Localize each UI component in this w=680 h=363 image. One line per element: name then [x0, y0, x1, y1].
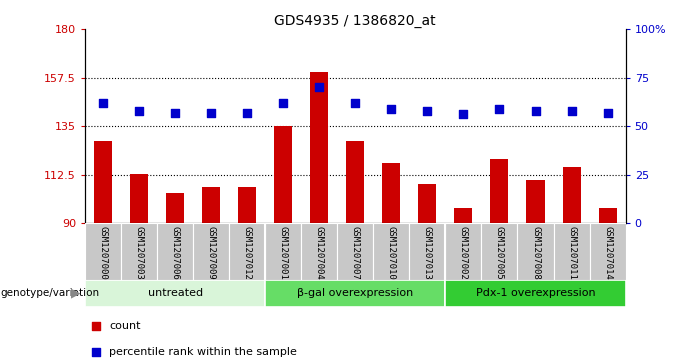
Point — [242, 110, 253, 115]
Point — [494, 106, 505, 111]
Text: percentile rank within the sample: percentile rank within the sample — [109, 347, 297, 358]
Point — [313, 84, 325, 90]
Text: β-gal overexpression: β-gal overexpression — [297, 288, 413, 298]
Title: GDS4935 / 1386820_at: GDS4935 / 1386820_at — [275, 14, 436, 28]
Point — [350, 100, 360, 106]
Bar — [481, 223, 517, 280]
Point — [98, 100, 109, 106]
Point — [133, 108, 144, 114]
Bar — [598, 208, 617, 223]
Text: GSM1207010: GSM1207010 — [387, 226, 396, 280]
Bar — [418, 184, 437, 223]
Point — [422, 108, 432, 114]
Text: untreated: untreated — [148, 288, 203, 298]
Bar — [229, 223, 265, 280]
Text: Pdx-1 overexpression: Pdx-1 overexpression — [476, 288, 595, 298]
Text: GSM1207014: GSM1207014 — [603, 226, 612, 280]
Bar — [562, 167, 581, 223]
Bar — [409, 223, 445, 280]
Bar — [554, 223, 590, 280]
Bar — [265, 280, 445, 307]
Bar — [346, 141, 364, 223]
Bar — [274, 126, 292, 223]
Point — [205, 110, 216, 115]
Bar — [265, 223, 301, 280]
Bar — [193, 223, 229, 280]
Text: GSM1207001: GSM1207001 — [279, 226, 288, 280]
Bar — [337, 223, 373, 280]
Text: GSM1207003: GSM1207003 — [135, 226, 143, 280]
Text: GSM1207006: GSM1207006 — [171, 226, 180, 280]
Point — [277, 100, 288, 106]
Point — [448, 0, 459, 5]
Bar — [157, 223, 193, 280]
Bar — [517, 223, 554, 280]
Bar — [382, 163, 401, 223]
Text: GSM1207012: GSM1207012 — [243, 226, 252, 280]
Bar — [454, 208, 473, 223]
Bar — [85, 223, 121, 280]
Text: ▶: ▶ — [71, 286, 80, 299]
Text: GSM1207008: GSM1207008 — [531, 226, 540, 280]
Bar — [130, 174, 148, 223]
Bar — [445, 280, 626, 307]
Bar — [94, 141, 112, 223]
Point — [448, 238, 459, 244]
Text: GSM1207002: GSM1207002 — [459, 226, 468, 280]
Point — [458, 111, 469, 117]
Text: GSM1207011: GSM1207011 — [567, 226, 576, 280]
Bar — [121, 223, 157, 280]
Point — [602, 110, 613, 115]
Bar — [310, 72, 328, 223]
Text: GSM1207013: GSM1207013 — [423, 226, 432, 280]
Text: GSM1207007: GSM1207007 — [351, 226, 360, 280]
Bar — [526, 180, 545, 223]
Bar — [590, 223, 626, 280]
Bar — [445, 223, 481, 280]
Point — [530, 108, 541, 114]
Point — [386, 106, 396, 111]
Point — [170, 110, 181, 115]
Bar — [373, 223, 409, 280]
Bar — [238, 187, 256, 223]
Text: genotype/variation: genotype/variation — [1, 288, 100, 298]
Text: GSM1207009: GSM1207009 — [207, 226, 216, 280]
Bar — [202, 187, 220, 223]
Bar — [301, 223, 337, 280]
Bar — [490, 159, 509, 223]
Text: GSM1207000: GSM1207000 — [99, 226, 107, 280]
Bar — [166, 193, 184, 223]
Bar — [85, 280, 265, 307]
Text: count: count — [109, 321, 141, 331]
Point — [566, 108, 577, 114]
Text: GSM1207004: GSM1207004 — [315, 226, 324, 280]
Text: GSM1207005: GSM1207005 — [495, 226, 504, 280]
